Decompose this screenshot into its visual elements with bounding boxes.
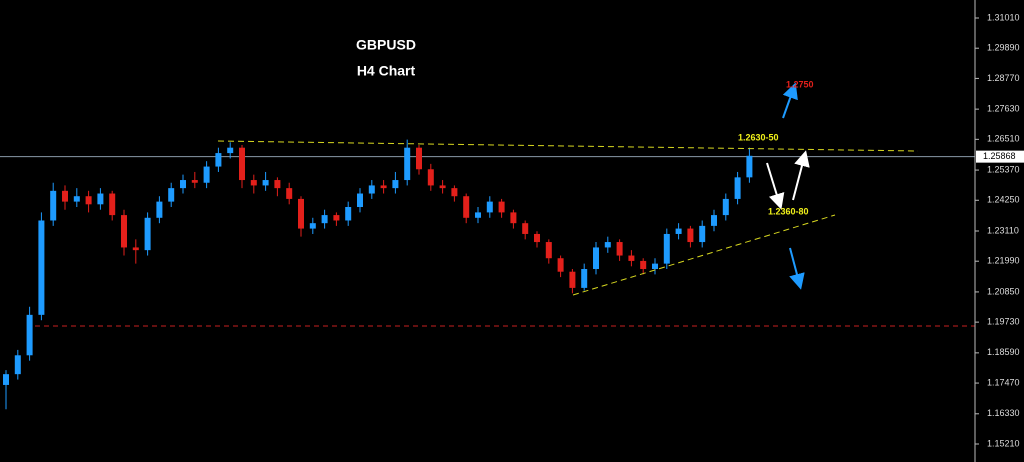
chart-title: GBPUSD — [356, 37, 416, 53]
candle-body — [427, 169, 434, 186]
candle-body — [416, 147, 422, 170]
candle-body — [357, 193, 363, 208]
candle-body — [734, 177, 741, 199]
candle-body — [711, 215, 717, 226]
y-tick-label: 1.29890 — [987, 43, 1020, 53]
candle-body — [97, 193, 104, 205]
candle-body — [26, 314, 33, 356]
candle-body — [227, 147, 234, 154]
candle-body — [687, 228, 694, 243]
annotation: 1.2750 — [786, 79, 814, 89]
candle-body — [333, 215, 340, 221]
arrow-down — [766, 162, 785, 210]
candle-body — [557, 258, 564, 272]
y-tick-label: 1.25370 — [987, 164, 1020, 174]
arrow-up — [792, 150, 810, 201]
candle-body — [203, 166, 210, 183]
chart-subtitle: H4 Chart — [357, 63, 416, 79]
candle-body — [144, 217, 151, 251]
candle-body — [663, 233, 670, 264]
candle-body — [604, 242, 611, 248]
candle-body — [321, 215, 328, 224]
candle-body — [699, 225, 706, 243]
candle-body — [628, 255, 635, 261]
arrow-down — [789, 247, 805, 290]
y-tick-label: 1.20850 — [987, 286, 1020, 296]
candle-body — [73, 196, 80, 202]
y-tick-label: 1.18590 — [987, 347, 1020, 357]
y-tick-label: 1.19730 — [987, 317, 1020, 327]
candle-body — [309, 223, 316, 229]
candle-body — [746, 155, 753, 178]
candle-body — [180, 180, 186, 189]
candle-body — [722, 198, 729, 216]
candle-body — [380, 185, 387, 189]
candle-body — [439, 185, 446, 189]
candle-body — [640, 260, 647, 270]
candle-body — [286, 188, 293, 199]
support-trend-line — [572, 214, 836, 296]
candle-body — [475, 212, 481, 218]
candle-body — [345, 207, 352, 221]
candle-body — [463, 196, 470, 218]
candle-body — [569, 271, 576, 288]
candle-body — [510, 212, 517, 224]
candle-body — [168, 188, 175, 202]
y-tick-label: 1.23110 — [987, 225, 1019, 235]
y-tick-label: 1.31010 — [987, 12, 1020, 22]
resistance-trend-line — [217, 140, 919, 152]
y-tick-label: 1.28770 — [987, 73, 1020, 83]
candle-body — [38, 220, 45, 315]
candle-body — [109, 193, 116, 216]
candle-body — [132, 247, 139, 251]
candle-body — [486, 201, 493, 213]
annotation: 1.2630-50 — [738, 132, 779, 142]
y-tick-label: 1.21990 — [987, 256, 1020, 266]
y-tick-label: 1.27630 — [987, 104, 1020, 114]
candle-body — [62, 190, 68, 202]
y-tick-label: 1.24250 — [987, 195, 1020, 205]
candle-body — [545, 242, 552, 259]
candle-body — [616, 242, 623, 256]
candle-body — [498, 201, 505, 213]
candle-body — [215, 153, 222, 167]
candle-body — [50, 190, 57, 221]
y-tick-label: 1.15210 — [987, 438, 1020, 448]
candle-body — [675, 228, 682, 234]
y-tick-label: 1.17470 — [987, 377, 1020, 387]
candle-body — [156, 201, 163, 218]
candle-body — [191, 180, 198, 183]
candle-body — [250, 180, 257, 186]
candle-body — [3, 374, 9, 385]
plot-area — [0, 139, 975, 410]
candle-body — [522, 223, 529, 234]
candle-body — [262, 180, 269, 186]
candle-body — [451, 188, 458, 197]
candle-body — [392, 180, 399, 189]
current-price-label: 1.25868 — [983, 151, 1016, 161]
candle-body — [652, 263, 658, 270]
candle-body — [368, 185, 375, 194]
candle-body — [274, 180, 281, 189]
annotation: 1.2360-80 — [768, 206, 809, 216]
candle-body — [85, 196, 92, 205]
current-price-box — [976, 150, 1024, 163]
candle-body — [239, 147, 245, 181]
candle-body — [581, 269, 588, 288]
candle-body — [14, 355, 21, 375]
candle-body — [404, 147, 411, 181]
y-tick-label: 1.16330 — [987, 408, 1020, 418]
candle-body — [534, 233, 540, 243]
candle-body — [593, 247, 599, 270]
arrow-up — [782, 82, 798, 119]
candle-body — [121, 215, 127, 248]
y-tick-label: 1.26510 — [987, 134, 1020, 144]
candle-body — [298, 198, 304, 229]
